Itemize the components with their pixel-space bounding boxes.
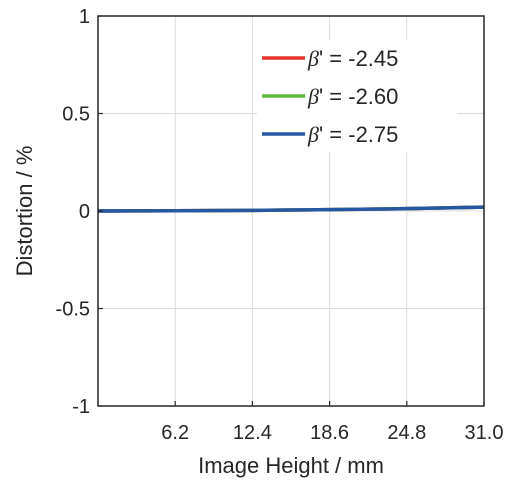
x-tick-label: 6.2 <box>161 422 189 444</box>
series-lines <box>97 205 485 213</box>
x-tick-label: 24.8 <box>387 422 426 444</box>
y-tick-label: 0 <box>79 201 90 223</box>
tick-labels: 6.2 12.4 18.6 24.8 31.0 1 0.5 0 -0.5 -1 <box>56 6 504 444</box>
x-tick-label: 18.6 <box>310 422 349 444</box>
legend-label-2: β' = -2.75 <box>307 122 398 147</box>
x-tick-label: 12.4 <box>233 422 272 444</box>
x-axis-title: Image Height / mm <box>198 453 384 478</box>
x-tick-label: 31.0 <box>465 422 504 444</box>
legend: β' = -2.45 β' = -2.60 β' = -2.75 <box>257 40 457 152</box>
y-tick-label: -0.5 <box>56 299 90 321</box>
ticks <box>98 15 485 407</box>
y-tick-label: 1 <box>79 6 90 28</box>
y-tick-label: 0.5 <box>62 104 90 126</box>
y-axis-title: Distortion / % <box>12 146 37 277</box>
series-line-2 <box>97 205 485 213</box>
legend-label-1: β' = -2.60 <box>307 84 398 109</box>
legend-label-0: β' = -2.45 <box>307 46 398 71</box>
y-tick-label: -1 <box>72 396 90 418</box>
